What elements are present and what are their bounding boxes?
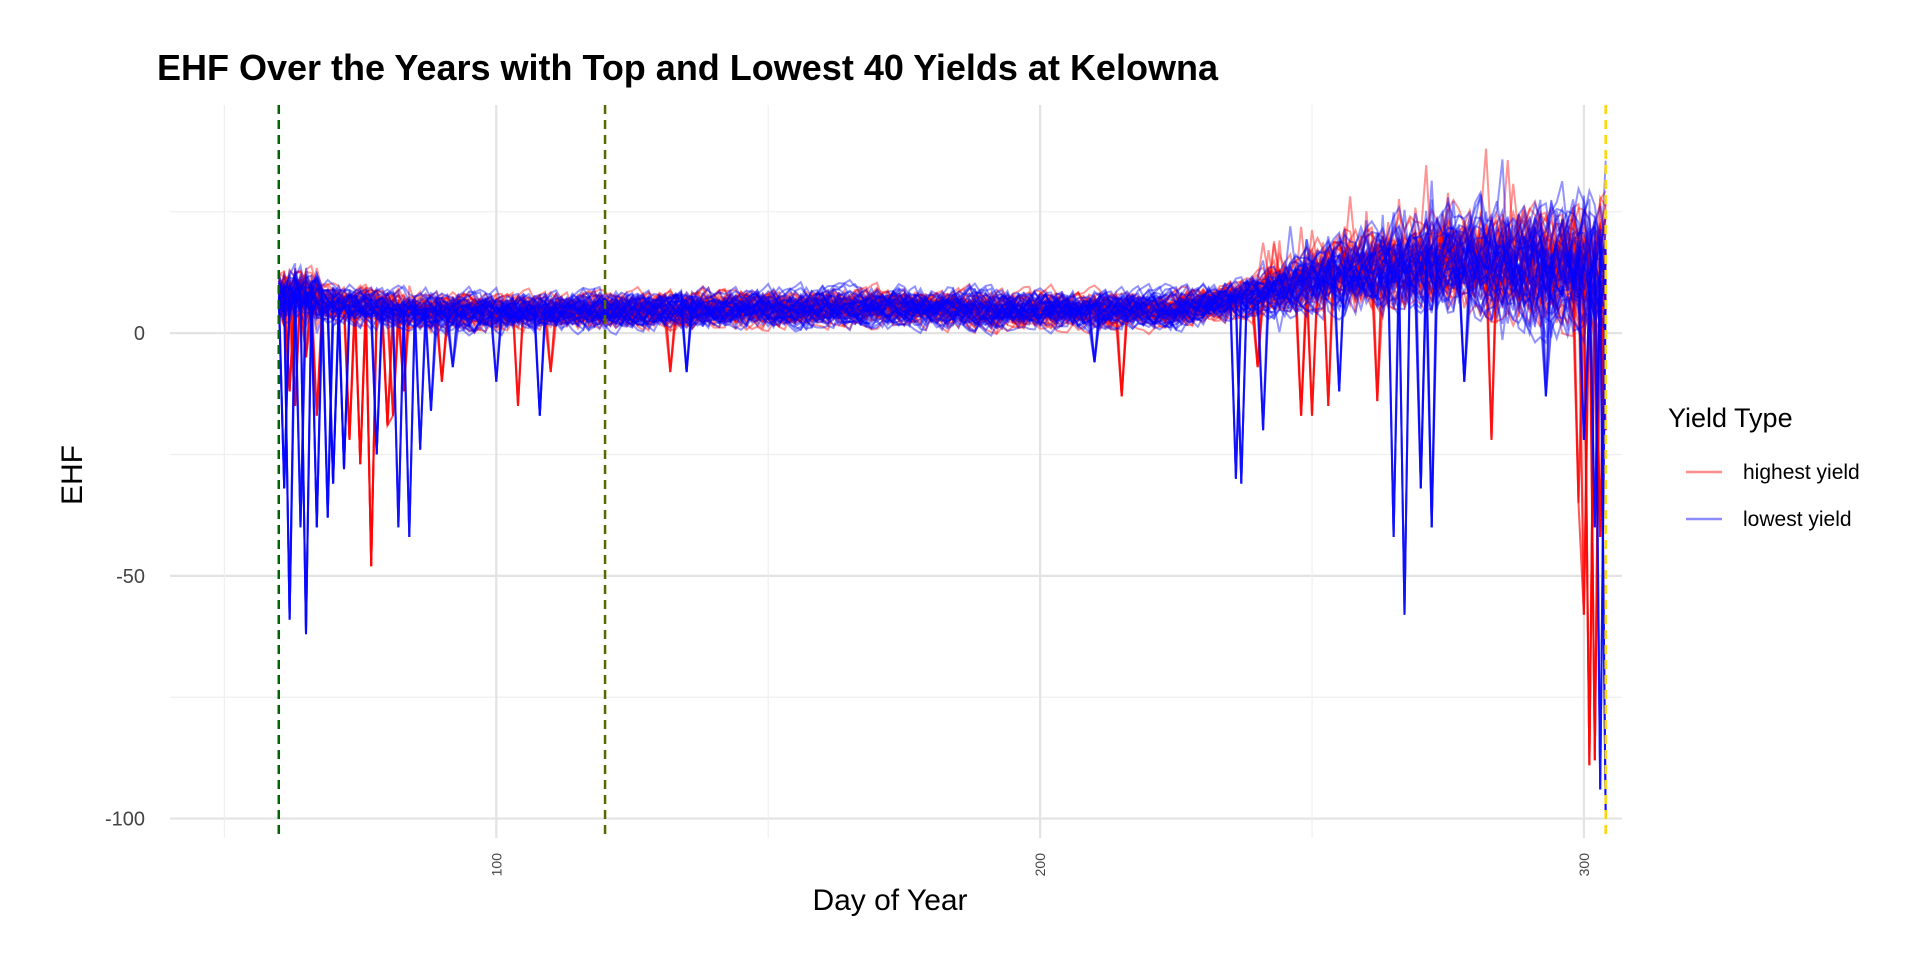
series-line-lowest-yield — [277, 236, 1607, 819]
series-line-lowest-yield — [278, 216, 1607, 518]
series-line-highest-yield — [277, 202, 1607, 416]
series-line-lowest-yield — [278, 214, 1607, 489]
x-tick-label: 300 — [1576, 853, 1592, 877]
series-line-lowest-yield — [277, 247, 1607, 615]
y-tick-label: -100 — [105, 809, 145, 831]
series-line-lowest-yield — [277, 209, 1607, 528]
series-line-highest-yield — [277, 213, 1607, 440]
series-line-lowest-yield — [277, 234, 1607, 528]
series-line-lowest-yield — [277, 246, 1607, 528]
series-line-lowest-yield — [277, 214, 1607, 620]
series-line-highest-yield — [277, 197, 1607, 538]
series-line-lowest-yield — [277, 215, 1607, 635]
series-line-highest-yield — [278, 214, 1607, 504]
series-line-lowest-yield — [277, 225, 1607, 528]
series-line-highest-yield — [278, 148, 1607, 538]
series-line-highest-yield — [277, 210, 1607, 615]
series-line-lowest-yield — [277, 231, 1607, 620]
legend: Yield Type highest yield lowest yield — [1668, 403, 1860, 531]
series-line-lowest-yield — [277, 200, 1607, 819]
series-line-lowest-yield — [277, 236, 1607, 635]
series-line-highest-yield — [278, 196, 1607, 766]
series-line-highest-yield — [278, 224, 1607, 615]
series-line-lowest-yield — [277, 212, 1607, 455]
series-line-highest-yield — [277, 213, 1607, 766]
reference-lines — [277, 105, 1607, 838]
series-line-highest-yield — [277, 204, 1607, 766]
series-line-lowest-yield — [277, 218, 1607, 620]
series-line-highest-yield — [277, 225, 1607, 761]
series-line-lowest-yield — [278, 195, 1607, 790]
series-line-lowest-yield — [278, 180, 1607, 790]
series-line-highest-yield — [278, 192, 1607, 538]
series-line-highest-yield — [277, 205, 1607, 426]
series-line-highest-yield — [277, 221, 1607, 431]
series-line-lowest-yield — [278, 160, 1607, 528]
series-line-highest-yield — [277, 216, 1607, 761]
x-tick-label: 100 — [488, 853, 504, 877]
series-line-highest-yield — [277, 240, 1607, 766]
y-axis-title: EHF — [56, 445, 89, 505]
series-line-lowest-yield — [277, 234, 1607, 489]
series-line-highest-yield — [277, 160, 1607, 761]
series-line-lowest-yield — [277, 197, 1607, 528]
series-line-lowest-yield — [278, 218, 1607, 790]
y-tick-label: 0 — [134, 323, 145, 345]
y-tick-label: -50 — [116, 566, 145, 588]
legend-label: lowest yield — [1743, 508, 1852, 531]
series-line-highest-yield — [277, 198, 1607, 761]
series-line-highest-yield — [277, 218, 1607, 615]
series-line-lowest-yield — [277, 224, 1607, 790]
series-line-highest-yield — [277, 221, 1607, 615]
series-line-highest-yield — [277, 231, 1607, 431]
series-line-highest-yield — [277, 207, 1607, 538]
series-line-highest-yield — [278, 207, 1607, 761]
series-line-highest-yield — [278, 235, 1607, 766]
series-lines — [277, 148, 1607, 819]
series-line-highest-yield — [277, 226, 1607, 538]
series-line-highest-yield — [277, 194, 1607, 504]
series-line-lowest-yield — [277, 210, 1607, 484]
series-line-lowest-yield — [277, 210, 1607, 819]
x-tick-label: 200 — [1032, 853, 1048, 877]
series-line-highest-yield — [277, 213, 1607, 440]
series-line-highest-yield — [277, 217, 1607, 538]
series-line-highest-yield — [277, 232, 1607, 431]
series-line-highest-yield — [277, 229, 1607, 567]
gridlines — [170, 105, 1622, 838]
series-line-lowest-yield — [277, 219, 1607, 489]
series-line-highest-yield — [278, 228, 1607, 615]
series-line-lowest-yield — [278, 199, 1607, 819]
y-axis-ticks: 0 -50 -100 — [105, 323, 145, 830]
series-line-highest-yield — [277, 183, 1607, 504]
legend-label: highest yield — [1743, 461, 1860, 484]
series-line-highest-yield — [277, 190, 1607, 761]
series-line-highest-yield — [277, 238, 1607, 465]
series-line-lowest-yield — [277, 201, 1607, 819]
series-line-lowest-yield — [277, 240, 1607, 528]
series-line-lowest-yield — [277, 194, 1607, 528]
series-line-lowest-yield — [277, 187, 1607, 528]
series-line-lowest-yield — [277, 198, 1607, 528]
series-line-lowest-yield — [277, 204, 1607, 528]
series-line-highest-yield — [277, 251, 1607, 407]
series-line-highest-yield — [277, 224, 1607, 567]
series-line-lowest-yield — [278, 236, 1607, 615]
series-line-lowest-yield — [277, 214, 1607, 790]
x-axis-ticks: 100 200 300 — [488, 853, 1592, 877]
series-line-highest-yield — [277, 206, 1607, 465]
series-line-highest-yield — [277, 221, 1607, 431]
series-line-lowest-yield — [277, 180, 1607, 615]
x-axis-title: Day of Year — [812, 884, 967, 917]
series-line-lowest-yield — [277, 159, 1607, 528]
series-line-lowest-yield — [277, 225, 1607, 528]
series-line-lowest-yield — [277, 203, 1607, 538]
chart-title: EHF Over the Years with Top and Lowest 4… — [157, 47, 1219, 88]
series-line-highest-yield — [277, 165, 1607, 431]
series-line-lowest-yield — [278, 200, 1607, 528]
series-line-highest-yield — [278, 229, 1606, 766]
legend-title: Yield Type — [1668, 403, 1793, 433]
series-line-lowest-yield — [277, 199, 1607, 620]
